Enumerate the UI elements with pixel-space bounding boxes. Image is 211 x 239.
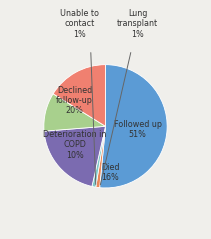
Wedge shape bbox=[53, 65, 106, 126]
Text: Died
16%: Died 16% bbox=[101, 163, 120, 182]
Wedge shape bbox=[44, 94, 106, 131]
Text: Deterioration in
COPD
10%: Deterioration in COPD 10% bbox=[43, 130, 106, 160]
Wedge shape bbox=[100, 65, 167, 188]
Text: Declined
follow-up
20%: Declined follow-up 20% bbox=[56, 86, 93, 115]
Wedge shape bbox=[92, 126, 106, 187]
Wedge shape bbox=[96, 126, 106, 188]
Text: Unable to
contact
1%: Unable to contact 1% bbox=[60, 9, 99, 39]
Text: Followed up
51%: Followed up 51% bbox=[114, 120, 162, 139]
Wedge shape bbox=[44, 126, 106, 186]
Text: Lung
transplant
1%: Lung transplant 1% bbox=[117, 9, 158, 39]
